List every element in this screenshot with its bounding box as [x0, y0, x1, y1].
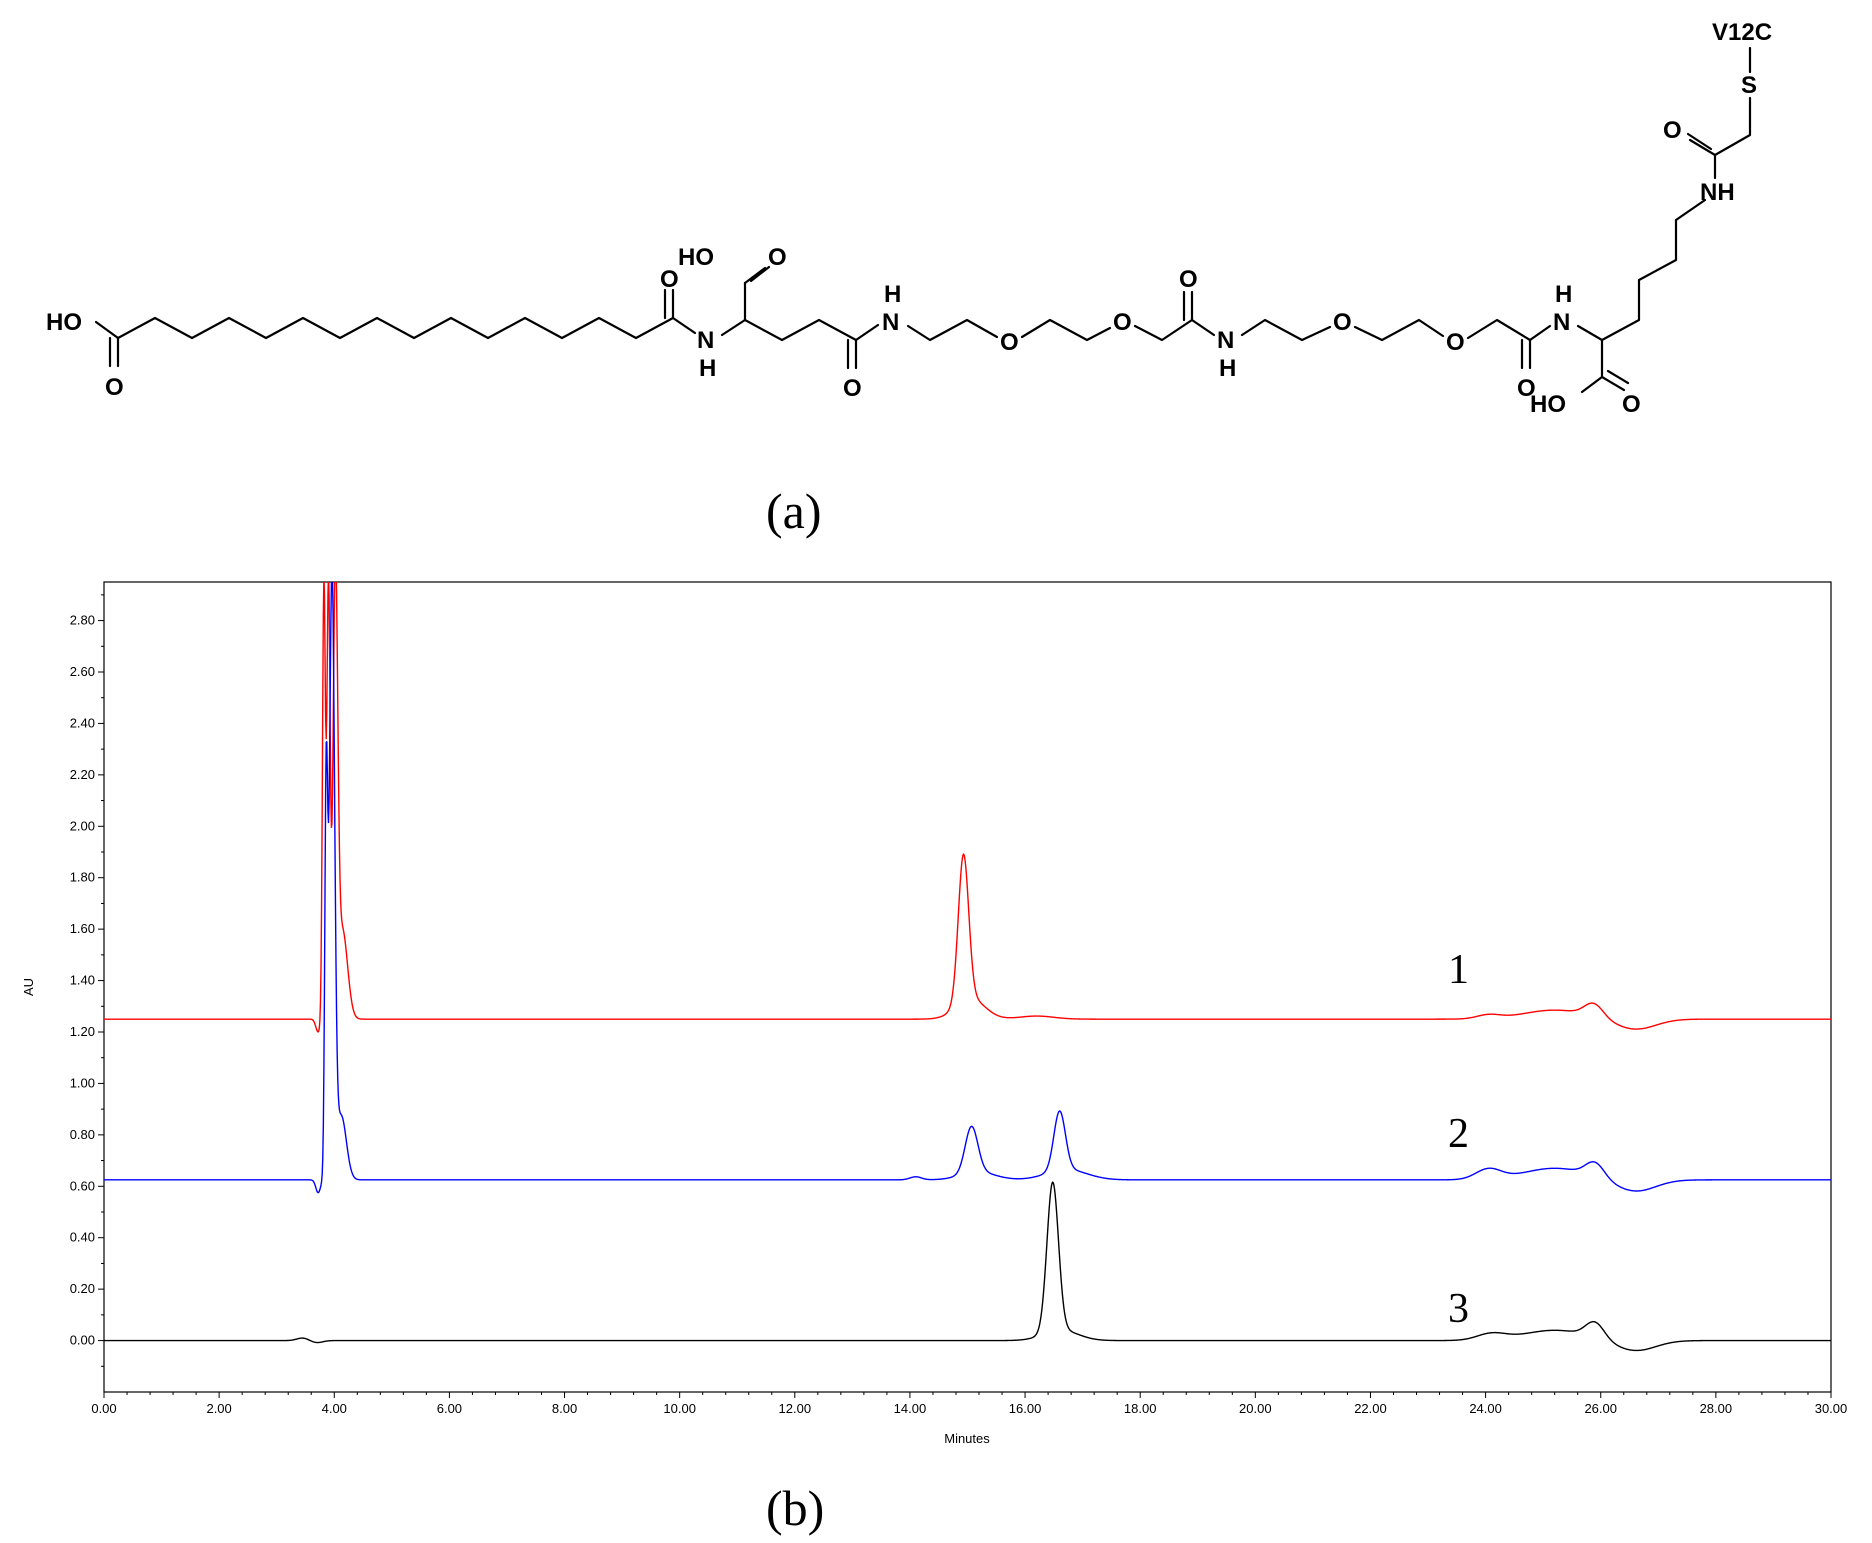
y-tick-label: 1.20 [70, 1024, 95, 1039]
structure-bonds [94, 46, 1752, 394]
atom-ho-lys: HO [1530, 391, 1566, 418]
traces [104, 582, 1831, 1352]
atom-o-glu: O [768, 244, 787, 271]
atom-n-3: N [1217, 327, 1234, 354]
atom-o-left: O [105, 374, 124, 401]
atom-n-1: N [697, 327, 714, 354]
chromatogram-panel: 0.00 0.20 0.40 0.60 0.80 1.00 1.20 1.40 1.60 1.80… [21, 581, 1847, 1536]
x-tick-label: 10.00 [663, 1401, 696, 1416]
panel-label-b: (b) [766, 1480, 824, 1536]
x-tick-label: 14.00 [894, 1401, 927, 1416]
atom-o-lys: O [1622, 391, 1641, 418]
y-tick-label: 2.40 [70, 715, 95, 730]
x-tick-label: 16.00 [1009, 1401, 1042, 1416]
atom-o-acetyl: O [1663, 117, 1682, 144]
atom-o-amide1: O [660, 266, 679, 293]
y-tick-label: 1.80 [70, 870, 95, 885]
trace-3 [104, 1181, 1831, 1352]
trace-label-3: 3 [1448, 1286, 1469, 1332]
y-axis: 0.00 0.20 0.40 0.60 0.80 1.00 1.20 1.40 1.60 1.80… [70, 594, 104, 1367]
y-tick-label: 0.80 [70, 1127, 95, 1142]
x-tick-label: 30.00 [1815, 1401, 1848, 1416]
trace-label-2: 2 [1448, 1111, 1469, 1157]
atom-o-amide3: O [1179, 266, 1198, 293]
y-tick-label: 0.40 [70, 1230, 95, 1245]
y-tick-label: 0.60 [70, 1178, 95, 1193]
atom-ho-glu: HO [678, 244, 714, 271]
atom-o-amide4: O [1517, 375, 1536, 402]
x-tick-label: 8.00 [552, 1401, 577, 1416]
atom-n-2: N [882, 309, 899, 336]
y-tick-label: 2.20 [70, 767, 95, 782]
x-tick-label: 0.00 [91, 1401, 116, 1416]
structure-atoms: HO O O N H HO O O N H O O O N H O O O N … [46, 19, 1772, 418]
x-tick-label: 28.00 [1700, 1401, 1733, 1416]
y-tick-label: 2.60 [70, 664, 95, 679]
panel-label-a: (a) [766, 483, 822, 539]
y-axis-title: AU [21, 978, 36, 996]
atom-s: S [1741, 72, 1757, 99]
x-tick-label: 18.00 [1124, 1401, 1157, 1416]
atom-n-4: N [1553, 309, 1570, 336]
x-tick-label: 6.00 [437, 1401, 462, 1416]
plot-frame [103, 581, 1832, 1393]
trace-labels: 1 2 3 [1448, 947, 1469, 1332]
y-tick-label: 0.00 [70, 1333, 95, 1348]
x-tick-label: 20.00 [1239, 1401, 1272, 1416]
y-tick-label: 1.00 [70, 1075, 95, 1090]
x-axis: 0.00 2.00 4.00 6.00 8.00 10.00 12.00 14.00 16.00… [91, 1392, 1847, 1416]
x-tick-label: 4.00 [322, 1401, 347, 1416]
atom-o-ether2: O [1113, 309, 1132, 336]
atom-ho-left: HO [46, 309, 82, 336]
atom-h-4: H [1555, 281, 1572, 308]
atom-o-ether1: O [1000, 329, 1019, 356]
y-tick-label: 0.20 [70, 1281, 95, 1296]
x-tick-label: 2.00 [206, 1401, 231, 1416]
x-tick-label: 12.00 [779, 1401, 812, 1416]
x-tick-label: 22.00 [1354, 1401, 1387, 1416]
atom-o-amide2: O [843, 375, 862, 402]
atom-o-ether3: O [1333, 309, 1352, 336]
x-tick-label: 24.00 [1469, 1401, 1502, 1416]
atom-v12c: V12C [1712, 19, 1772, 46]
atom-nh-5: NH [1700, 179, 1735, 206]
x-tick-label: 26.00 [1584, 1401, 1617, 1416]
x-axis-title: Minutes [944, 1431, 990, 1446]
atom-h-3: H [1219, 355, 1236, 382]
trace-2 [104, 582, 1831, 1194]
atom-h-2: H [884, 281, 901, 308]
y-tick-label: 1.40 [70, 973, 95, 988]
atom-h-1: H [699, 355, 716, 382]
structure-panel: HO O O N H HO O O N H O O O N H O O O N … [46, 19, 1772, 539]
y-tick-label: 2.00 [70, 818, 95, 833]
trace-label-1: 1 [1448, 947, 1469, 993]
atom-o-ether4: O [1446, 329, 1465, 356]
y-tick-label: 1.60 [70, 921, 95, 936]
y-tick-label: 2.80 [70, 613, 95, 628]
trace-1 [104, 582, 1831, 1033]
